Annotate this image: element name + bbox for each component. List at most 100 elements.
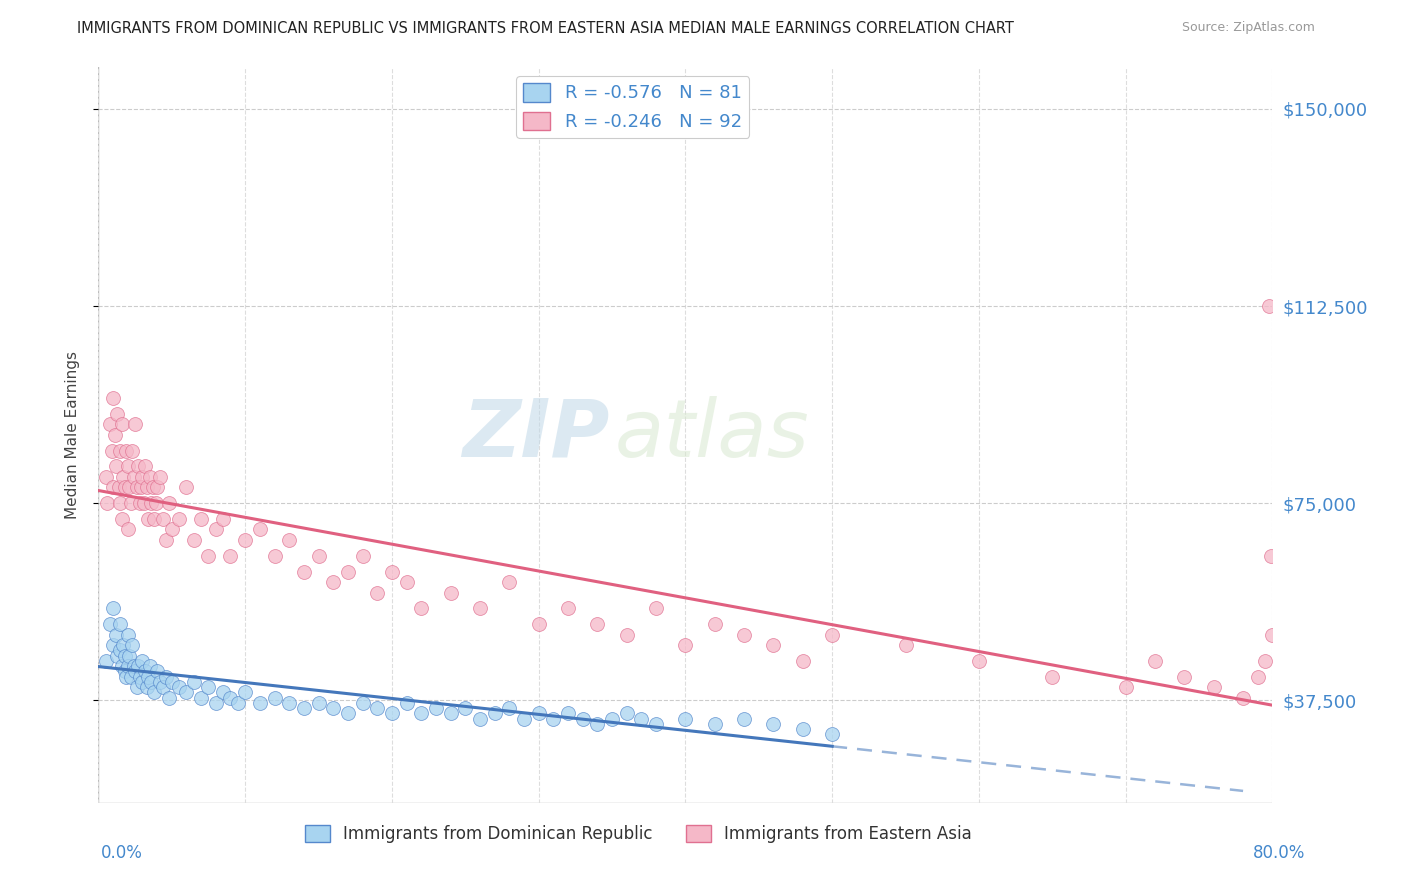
Point [107, 648, 129, 663]
Point [136, 670, 159, 684]
Point [105, 459, 128, 474]
Point [292, 701, 315, 715]
Y-axis label: Median Male Earnings: Median Male Earnings [65, 351, 80, 519]
Point [149, 470, 172, 484]
Point [101, 601, 124, 615]
Point [132, 496, 155, 510]
Point [821, 727, 844, 741]
Point [292, 565, 315, 579]
Point [101, 638, 124, 652]
Point [110, 496, 132, 510]
Point [128, 670, 150, 684]
Point [157, 496, 180, 510]
Point [143, 512, 166, 526]
Point [1144, 654, 1167, 668]
Point [352, 549, 374, 563]
Point [110, 443, 132, 458]
Point [111, 417, 134, 432]
Point [128, 496, 150, 510]
Point [146, 665, 169, 679]
Point [425, 701, 447, 715]
Point [212, 685, 235, 699]
Point [1232, 690, 1254, 705]
Point [108, 480, 131, 494]
Point [792, 654, 814, 668]
Point [111, 512, 134, 526]
Point [117, 627, 139, 641]
Point [167, 680, 190, 694]
Point [131, 654, 153, 668]
Point [122, 659, 145, 673]
Point [586, 717, 609, 731]
Point [122, 470, 145, 484]
Point [352, 696, 374, 710]
Point [94, 654, 117, 668]
Point [127, 659, 149, 673]
Point [733, 627, 755, 641]
Point [110, 617, 132, 632]
Point [114, 665, 136, 679]
Point [146, 480, 169, 494]
Point [616, 627, 638, 641]
Point [894, 638, 917, 652]
Point [101, 391, 124, 405]
Point [1247, 670, 1270, 684]
Point [114, 480, 136, 494]
Point [792, 723, 814, 737]
Point [468, 712, 491, 726]
Point [498, 701, 520, 715]
Point [630, 712, 652, 726]
Point [616, 706, 638, 721]
Point [468, 601, 491, 615]
Point [675, 712, 697, 726]
Point [124, 665, 146, 679]
Point [381, 565, 404, 579]
Point [381, 706, 404, 721]
Point [134, 459, 156, 474]
Point [103, 428, 125, 442]
Point [226, 696, 249, 710]
Text: ZIP: ZIP [461, 396, 609, 474]
Point [143, 685, 166, 699]
Point [112, 470, 135, 484]
Point [513, 712, 536, 726]
Point [139, 659, 162, 673]
Point [115, 670, 138, 684]
Point [1040, 670, 1063, 684]
Point [131, 470, 153, 484]
Text: IMMIGRANTS FROM DOMINICAN REPUBLIC VS IMMIGRANTS FROM EASTERN ASIA MEDIAN MALE E: IMMIGRANTS FROM DOMINICAN REPUBLIC VS IM… [77, 21, 1014, 37]
Point [212, 512, 235, 526]
Point [571, 712, 593, 726]
Legend: Immigrants from Dominican Republic, Immigrants from Eastern Asia: Immigrants from Dominican Republic, Immi… [298, 818, 979, 850]
Point [1173, 670, 1195, 684]
Point [703, 717, 725, 731]
Point [249, 523, 271, 537]
Point [219, 549, 242, 563]
Point [308, 696, 330, 710]
Point [118, 480, 141, 494]
Point [157, 690, 180, 705]
Point [112, 638, 135, 652]
Point [600, 712, 623, 726]
Text: Source: ZipAtlas.com: Source: ZipAtlas.com [1181, 21, 1315, 35]
Point [1202, 680, 1225, 694]
Point [190, 690, 212, 705]
Point [821, 627, 844, 641]
Point [135, 680, 157, 694]
Point [176, 480, 198, 494]
Point [703, 617, 725, 632]
Point [527, 706, 550, 721]
Point [111, 659, 134, 673]
Point [114, 648, 136, 663]
Point [120, 670, 142, 684]
Point [205, 523, 228, 537]
Point [498, 575, 520, 590]
Point [1115, 680, 1137, 694]
Point [263, 549, 285, 563]
Point [160, 674, 183, 689]
Point [129, 480, 152, 494]
Point [183, 674, 205, 689]
Point [98, 417, 121, 432]
Point [120, 496, 142, 510]
Point [117, 523, 139, 537]
